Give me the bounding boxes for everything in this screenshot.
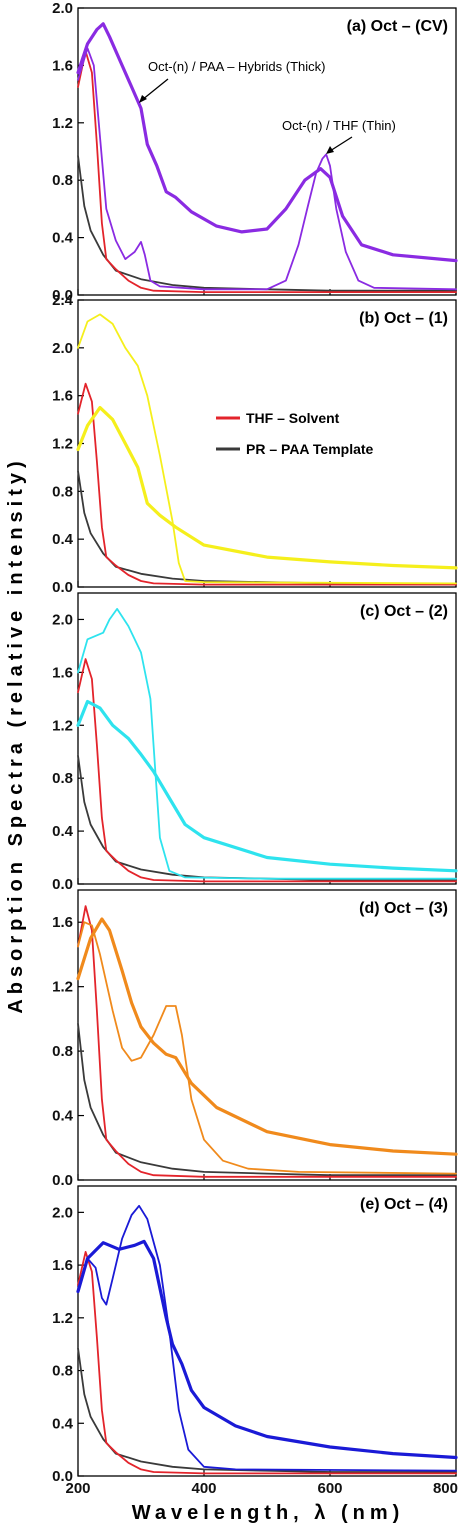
panel-1-title: (a) Oct – (CV) [347, 18, 448, 35]
panel-2-ytick-label-0-0: 0.0 [52, 579, 73, 596]
y-axis-label: Absorption Spectra (relative intensity) [5, 456, 27, 1013]
panel-5-series-line-2 [77, 1251, 457, 1475]
panel-3-ytick-label-0-0: 0.0 [52, 876, 73, 893]
panel-5-ytick-label-0-8: 0.8 [52, 1363, 73, 1380]
panel-4-series-line-4 [76, 917, 458, 1156]
panel-5-xtick-label-200: 200 [65, 1480, 90, 1497]
panel-2-ytick-label-1-2: 1.2 [52, 436, 73, 453]
panel-2-ytick-label-0-8: 0.8 [52, 483, 73, 500]
panel-3-series-line-2 [77, 658, 457, 883]
panel-5-xtick-label-800: 800 [433, 1480, 458, 1497]
panel-3-ytick-label-1-6: 1.6 [52, 664, 73, 681]
panel-5-title: (e) Oct – (4) [360, 1196, 448, 1213]
panel-4: 0.0 0.4 0.8 1.2 1.6 (d) Oct – (3) [52, 889, 458, 1189]
panel-3-ytick-label-0-4: 0.4 [52, 823, 74, 840]
panel-3-series-line-4 [76, 699, 458, 873]
panel-2-series-line-4 [76, 406, 458, 570]
panel-5-ytick-label-0-0: 0.0 [52, 1468, 73, 1485]
panel-3-ytick-label-0-8: 0.8 [52, 770, 73, 787]
panel-5-ytick-label-1-2: 1.2 [52, 1310, 73, 1327]
panel-4-ytick-label-0-0: 0.0 [52, 1172, 73, 1189]
panel-1-ytick-label-1-6: 1.6 [52, 57, 73, 74]
panel-5-series-line-4 [76, 1239, 458, 1460]
panel-3-title: (c) Oct – (2) [360, 603, 448, 620]
panel-4-ytick-label-0-4: 0.4 [52, 1108, 74, 1125]
panel-4-series-line-1 [77, 1022, 457, 1177]
panel-2-ytick-label-1-6: 1.6 [52, 388, 73, 405]
panel-2: 0.0 0.4 0.8 1.2 1.6 2.0 2.4 (b) Oct – (1) [52, 292, 458, 596]
panel-2-title: (b) Oct – (1) [359, 310, 448, 327]
panel-5-frame [77, 1185, 457, 1477]
panel-3-series-line-1 [77, 754, 457, 881]
panel-4-title: (d) Oct – (3) [359, 900, 448, 917]
annotation-thick-arrow [141, 78, 169, 101]
panel-2-ytick-label-0-4: 0.4 [52, 531, 74, 548]
panel-3-series-line-3 [77, 608, 457, 880]
legend-label-thf: THF – Solvent [246, 410, 340, 426]
panel-5-ytick-label-1-6: 1.6 [52, 1257, 73, 1274]
legend: THF – Solvent PR – PAA Template [216, 410, 374, 457]
panel-2-series-line-3 [77, 313, 457, 585]
panel-1-ytick-label-0-0: 0.0 [52, 287, 73, 304]
panel-1-frame [77, 7, 457, 296]
panel-2-ytick-label-2-4: 2.4 [52, 292, 74, 309]
panel-5-ytick-label-2-0: 2.0 [52, 1204, 73, 1221]
panel-1: 0.0 0.4 0.8 1.2 1.6 2.0 (a) Oct – (CV) [52, 0, 458, 304]
panel-1-ytick-label-0-8: 0.8 [52, 172, 73, 189]
panel-1-ytick-label-1-2: 1.2 [52, 115, 73, 132]
panel-1-series-line-3 [77, 47, 457, 291]
panels: 0.00.40.81.21.62.0(a) Oct – (CV)0.00.40.… [52, 0, 458, 1497]
panel-3-frame [77, 592, 457, 885]
panel-5-xtick-label-600: 600 [317, 1480, 342, 1497]
panel-1-series-line-4 [76, 22, 458, 263]
panel-5-series-line-3 [77, 1204, 457, 1472]
panel-3-ytick-label-2-0: 2.0 [52, 611, 73, 628]
panel-2-series-line-2 [77, 382, 457, 586]
panel-2-ytick-label-2-0: 2.0 [52, 340, 73, 357]
panel-1-series-line-1 [77, 154, 457, 292]
panel-5: 0.0 0.4 0.8 1.2 1.6 2.0 200 400 600 800 (e) Oct – … [52, 1185, 458, 1497]
panel-5-series-line-1 [77, 1347, 457, 1473]
panel-3: 0.0 0.4 0.8 1.2 1.6 2.0 (c) Oct – (2) [52, 592, 458, 893]
panel-5-ytick-label-0-4: 0.4 [52, 1415, 74, 1432]
panel-4-series-line-2 [77, 905, 457, 1178]
panel-4-series-line-3 [77, 921, 457, 1175]
panel-3-ytick-label-1-2: 1.2 [52, 717, 73, 734]
annotation-thin: Oct-(n) / THF (Thin) [282, 118, 396, 154]
panel-1-ytick-label-2-0: 2.0 [52, 0, 73, 17]
annotation-thick-text: Oct-(n) / PAA – Hybrids (Thick) [148, 59, 325, 74]
x-axis-label: Wavelength, λ (nm) [132, 1502, 405, 1524]
annotation-thin-arrow [329, 136, 353, 152]
annotation-thick-arrowhead [139, 95, 147, 103]
annotation-thin-arrowhead [326, 146, 334, 154]
panel-4-frame [77, 889, 457, 1181]
panel-4-ytick-label-1-6: 1.6 [52, 914, 73, 931]
annotation-thick: Oct-(n) / PAA – Hybrids (Thick) [139, 59, 325, 103]
annotation-thin-text: Oct-(n) / THF (Thin) [282, 118, 396, 133]
panel-1-ytick-label-0-4: 0.4 [52, 230, 74, 247]
panel-1-series-line-2 [77, 50, 457, 293]
panel-5-xtick-label-400: 400 [191, 1480, 216, 1497]
panel-4-ytick-label-1-2: 1.2 [52, 979, 73, 996]
panel-4-ytick-label-0-8: 0.8 [52, 1043, 73, 1060]
legend-label-pr: PR – PAA Template [246, 441, 374, 457]
